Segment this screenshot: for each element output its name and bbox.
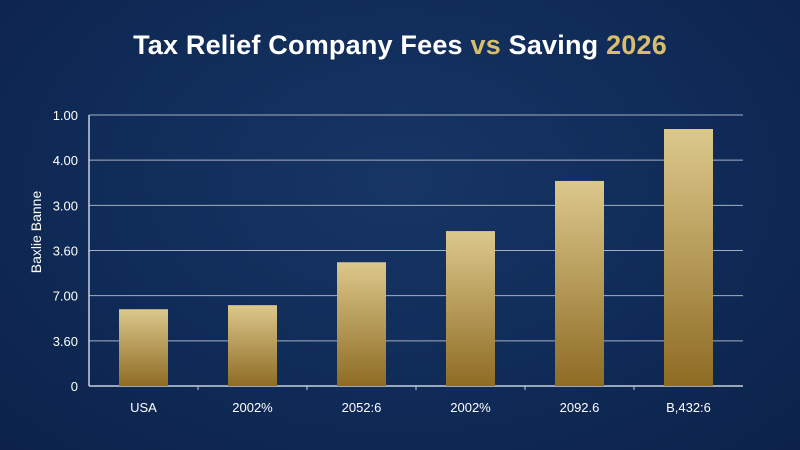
bar (446, 231, 495, 386)
y-axis-label: Baxlie Banne (28, 191, 44, 274)
bar (664, 129, 713, 387)
chart-title: Tax Relief Company Fees vs Saving 2026 (0, 30, 800, 61)
y-tick-label: 1.00 (53, 108, 78, 123)
y-tick-label: 7.00 (53, 289, 78, 304)
x-tick-label: 2002% (450, 400, 491, 415)
x-tick-label: 2052:6 (342, 400, 382, 415)
title-part-4: 2026 (606, 30, 667, 60)
y-tick-label: 3.00 (53, 198, 78, 213)
bars (119, 129, 713, 387)
y-tick-labels: 0 3.60 7.00 3.60 3.00 4.00 1.00 (53, 108, 78, 394)
x-tick-label: USA (130, 400, 157, 415)
title-part-2: vs (470, 30, 501, 60)
x-tick-label: 2092.6 (560, 400, 600, 415)
gridlines (88, 114, 743, 390)
bar (555, 180, 604, 386)
x-tick-label: B,432:6 (666, 400, 711, 415)
y-tick-label: 3.60 (53, 334, 78, 349)
title-part-1: Tax Relief Company Fees (133, 30, 463, 60)
y-tick-label: 4.00 (53, 153, 78, 168)
x-tick-labels: USA 2002% 2052:6 2002% 2092.6 B,432:6 (130, 400, 711, 415)
x-tick-label: 2002% (232, 400, 273, 415)
title-part-3: Saving (508, 30, 599, 60)
bar (119, 309, 168, 386)
bar (337, 262, 386, 386)
y-tick-label: 3.60 (53, 244, 78, 259)
y-tick-label: 0 (71, 379, 78, 394)
bar (228, 305, 277, 386)
